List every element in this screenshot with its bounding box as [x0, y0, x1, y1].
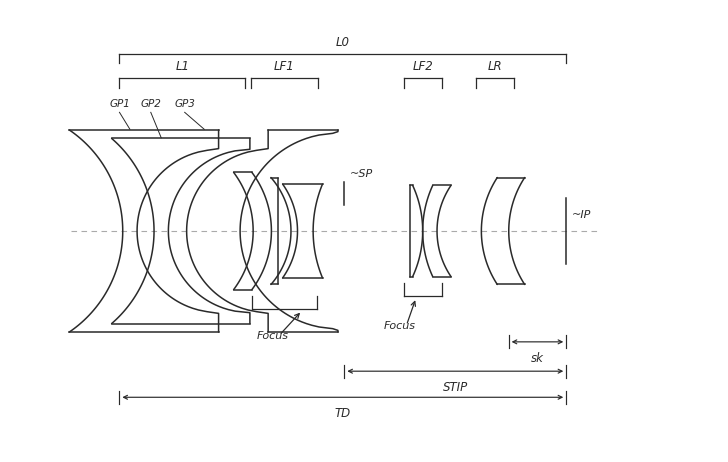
Text: TD: TD: [335, 407, 351, 420]
Text: L0: L0: [336, 36, 350, 49]
Text: L1: L1: [175, 60, 189, 73]
Text: LF1: LF1: [274, 60, 295, 73]
Text: sk: sk: [531, 352, 544, 365]
Text: STIP: STIP: [443, 381, 468, 394]
Text: Focus: Focus: [384, 321, 416, 331]
Text: Focus: Focus: [256, 331, 288, 340]
Text: GP1: GP1: [110, 99, 130, 109]
Text: GP3: GP3: [175, 99, 196, 109]
Text: LF2: LF2: [413, 60, 434, 73]
Text: ~IP: ~IP: [571, 210, 590, 220]
Text: ~SP: ~SP: [349, 169, 373, 179]
Text: GP2: GP2: [141, 99, 162, 109]
Text: LR: LR: [488, 60, 502, 73]
